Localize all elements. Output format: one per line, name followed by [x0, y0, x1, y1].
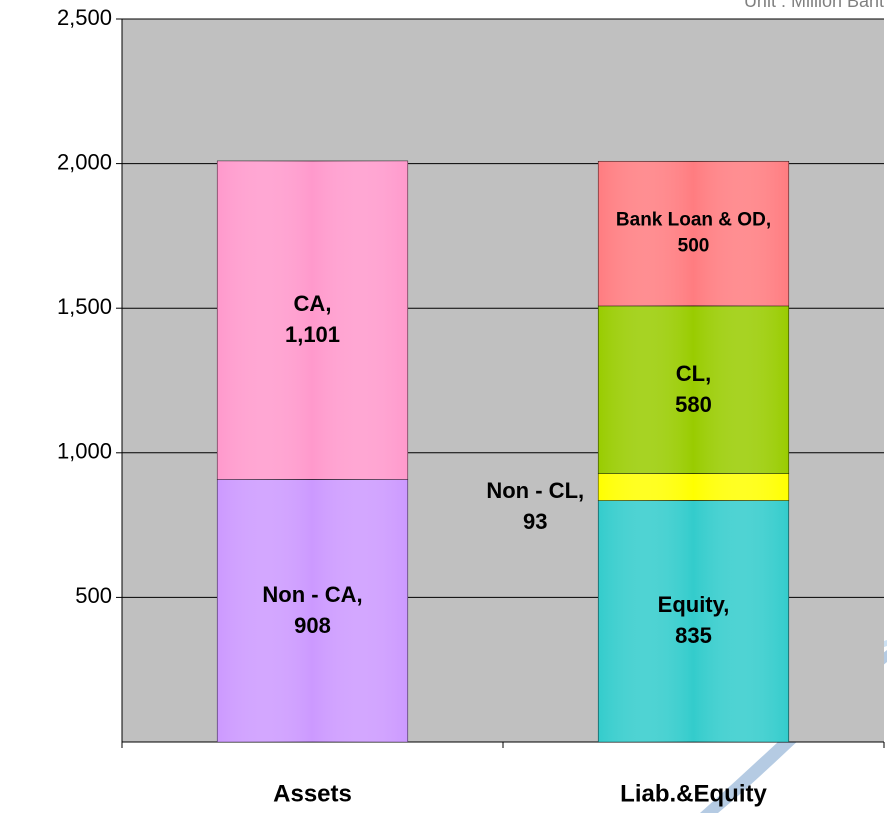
data-label: Non - CL, 93	[440, 476, 631, 538]
label-separator: ,	[356, 581, 363, 607]
y-tick-label: 500	[75, 583, 112, 608]
bar-shine	[217, 160, 408, 480]
bar-shine	[598, 473, 789, 501]
label-name: Non - CA	[262, 581, 357, 607]
label-value: 500	[677, 235, 710, 257]
x-tick-label: Liab.&Equity	[620, 780, 767, 807]
label-name: Bank Loan & OD	[615, 208, 766, 230]
bar-shine	[217, 479, 408, 742]
label-separator: ,	[578, 478, 585, 504]
label-separator: ,	[325, 291, 332, 317]
label-value: 835	[675, 623, 712, 649]
data-label: Non - CA, 908	[217, 580, 408, 642]
data-label: CA, 1,101	[217, 289, 408, 351]
bar-shine	[598, 305, 789, 474]
label-separator: ,	[723, 592, 730, 618]
label-name: Non - CL	[486, 478, 579, 504]
bar-shine	[598, 500, 789, 742]
label-value: 93	[523, 509, 548, 535]
data-label: Bank Loan & OD, 500	[614, 207, 774, 260]
label-name: CL	[675, 360, 706, 386]
y-tick-label: 1,000	[57, 439, 112, 464]
label-name: Equity	[657, 592, 724, 618]
data-label: Equity, 835	[598, 590, 789, 652]
x-tick-label: Assets	[273, 780, 352, 807]
bar-shine	[598, 161, 789, 306]
data-label: CL, 580	[598, 359, 789, 421]
y-tick-label: 2,500	[57, 5, 112, 30]
subtitle: Unit : Million Baht	[744, 0, 884, 11]
label-name: CA	[293, 291, 326, 317]
label-value: 1,101	[284, 322, 341, 348]
label-separator: ,	[705, 360, 712, 386]
label-value: 580	[675, 391, 712, 417]
label-value: 908	[294, 612, 331, 638]
label-separator: ,	[765, 208, 772, 230]
y-tick-label: 1,500	[57, 294, 112, 319]
y-tick-label: 2,000	[57, 149, 112, 174]
